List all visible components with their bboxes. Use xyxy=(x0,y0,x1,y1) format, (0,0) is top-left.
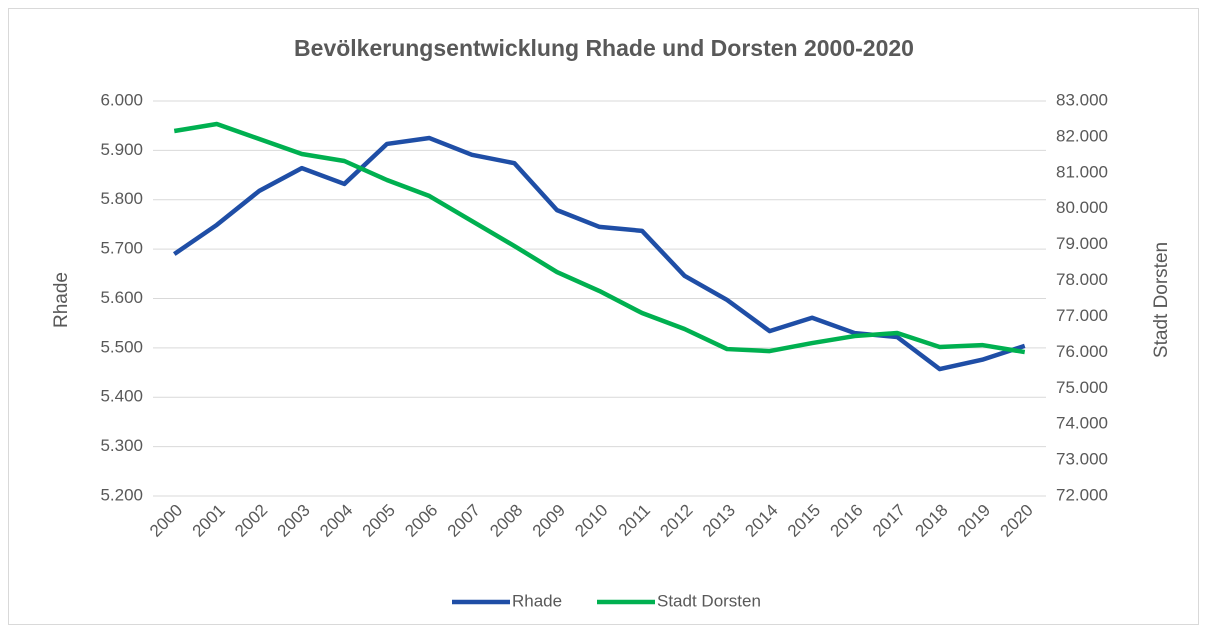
series-line xyxy=(173,121,1026,355)
chart-border xyxy=(8,8,1199,625)
y-tick-label: 5.300 xyxy=(100,436,143,455)
y-tick-label: 5.400 xyxy=(100,387,143,406)
y2-tick-label: 79.000 xyxy=(1056,234,1108,253)
y2-tick-label: 77.000 xyxy=(1056,306,1108,325)
y2-tick-label: 80.000 xyxy=(1056,198,1108,217)
legend-label: Stadt Dorsten xyxy=(657,591,761,610)
y2-tick-label: 81.000 xyxy=(1056,162,1108,181)
y-tick-label: 5.900 xyxy=(100,140,143,159)
y-tick-label: 5.700 xyxy=(100,239,143,258)
y-axis-label: Rhade xyxy=(51,272,72,328)
y2-tick-label: 72.000 xyxy=(1056,485,1108,504)
y-tick-label: 6.000 xyxy=(100,90,143,109)
y-tick-label: 5.500 xyxy=(100,337,143,356)
y2-tick-label: 83.000 xyxy=(1056,90,1108,109)
y2-axis-label: Stadt Dorsten xyxy=(1151,242,1172,358)
y-tick-label: 5.600 xyxy=(100,288,143,307)
y2-tick-label: 76.000 xyxy=(1056,342,1108,361)
y-tick-label: 5.800 xyxy=(100,189,143,208)
legend-label: Rhade xyxy=(512,591,562,610)
y2-tick-label: 82.000 xyxy=(1056,126,1108,145)
y2-tick-label: 74.000 xyxy=(1056,414,1108,433)
y-tick-label: 5.200 xyxy=(100,485,143,504)
y2-tick-label: 73.000 xyxy=(1056,450,1108,469)
y2-tick-label: 78.000 xyxy=(1056,270,1108,289)
chart-title: Bevölkerungsentwicklung Rhade und Dorste… xyxy=(294,35,914,61)
y2-tick-label: 75.000 xyxy=(1056,378,1108,397)
